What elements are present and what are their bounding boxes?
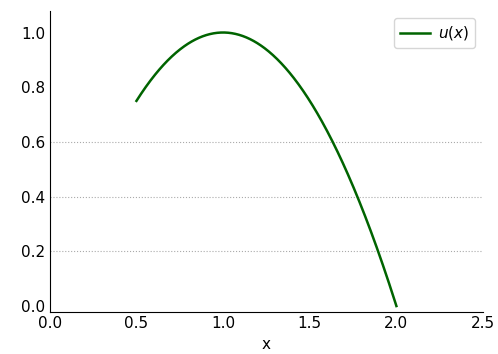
$u(x)$ [387, 286, 393, 290]
$u(x)$ [289, 73, 295, 78]
$u(x)$ [133, 99, 139, 103]
$u(x)$ [393, 304, 399, 308]
X-axis label: x: x [262, 337, 271, 352]
Legend: $u(x)$: $u(x)$ [394, 18, 476, 48]
$u(x)$ [259, 44, 265, 48]
$u(x)$ [347, 177, 353, 181]
$u(x)$ [274, 57, 280, 62]
$u(x)$ [257, 43, 263, 47]
$u(x)$ [220, 30, 226, 35]
Line: $u(x)$: $u(x)$ [136, 33, 396, 306]
